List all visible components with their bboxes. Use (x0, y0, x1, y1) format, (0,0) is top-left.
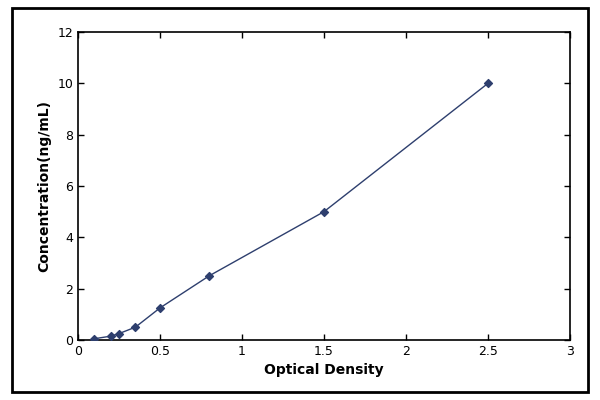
Y-axis label: Concentration(ng/mL): Concentration(ng/mL) (38, 100, 52, 272)
Point (483, 80, 493, 86)
Point (89, 336, 99, 342)
Point (106, 333, 116, 339)
Point (205, 273, 214, 279)
X-axis label: Optical Density: Optical Density (264, 364, 384, 378)
Point (319, 208, 329, 215)
Point (131, 324, 140, 330)
Point (114, 330, 124, 337)
Point (155, 305, 165, 311)
